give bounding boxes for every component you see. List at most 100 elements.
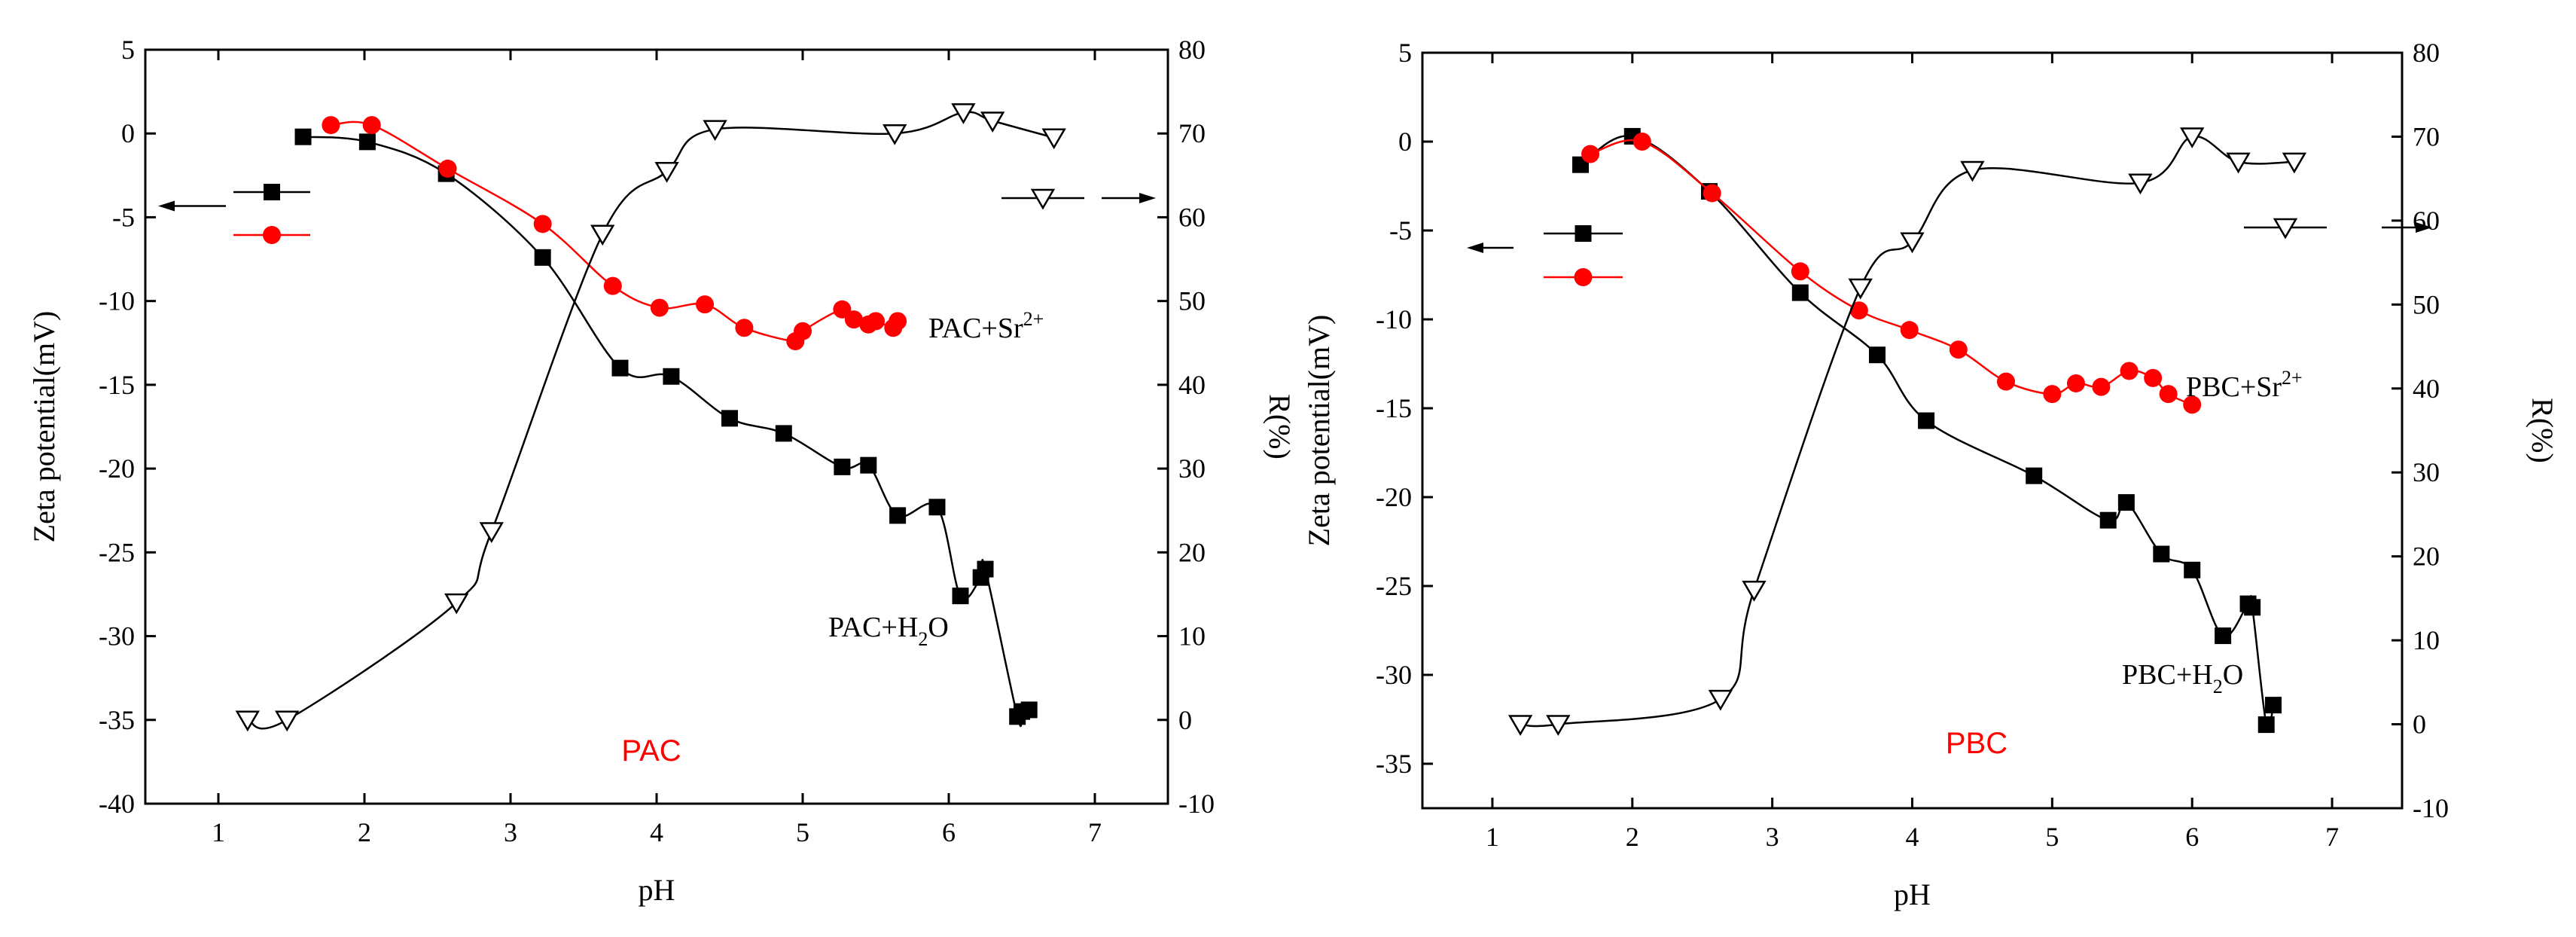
pac-point-circle — [533, 215, 552, 233]
pac-y-left-tick-label: -20 — [99, 453, 135, 484]
pac-point-circle — [867, 312, 885, 331]
pbc-point-triangle-down — [1848, 278, 1873, 300]
pbc-y-right-tick-label: 80 — [2413, 38, 2440, 68]
series-label-pbc-sr2-: PBC+Sr2+ — [2186, 367, 2303, 403]
pac-x-tick-label: 3 — [504, 817, 517, 847]
pbc-right-axis-arrow — [2382, 222, 2432, 233]
pac-legend-marker-circle — [263, 226, 281, 244]
pac-point-triangle-down — [980, 111, 1005, 133]
pac-x-tick-label: 1 — [212, 817, 225, 847]
pbc-curve-pbc-sr2- — [1590, 139, 2193, 406]
pac-series-pac-sr2- — [322, 116, 907, 351]
pac-legend — [158, 184, 1156, 244]
pbc-y-left-tick-label: -25 — [1376, 571, 1412, 601]
pac-point-square — [834, 458, 851, 475]
pbc-point-circle — [1900, 321, 1919, 340]
pbc-point-square — [2215, 627, 2232, 645]
pac-point-triangle-down — [883, 124, 907, 145]
pac-point-square — [534, 249, 551, 266]
pac-y-right-tick-label: -10 — [1178, 789, 1215, 819]
pac-point-circle — [322, 116, 340, 135]
pbc-point-circle — [1849, 301, 1868, 320]
pbc-series-pbc-sr2- — [1581, 133, 2202, 414]
pbc-legend-marker-square — [1575, 225, 1592, 242]
pbc-x-tick-label: 3 — [1766, 822, 1779, 852]
pbc-y-left-tick-label: -35 — [1376, 749, 1412, 779]
pac-x-tick-label: 4 — [650, 817, 663, 847]
pbc-point-triangle-down — [2128, 173, 2153, 195]
pbc-point-square — [1918, 412, 1935, 429]
pac-y-right-tick-label: 80 — [1178, 35, 1206, 65]
pbc-y-right-tick-label: 70 — [2413, 121, 2440, 151]
pbc-point-circle — [1703, 184, 1721, 203]
pbc-curve-r — [1520, 135, 2294, 728]
pbc-point-square — [2026, 467, 2043, 484]
pbc-point-square — [2244, 599, 2261, 616]
pac-y-right-tick-label: 20 — [1178, 537, 1206, 567]
pac-x-tick-label: 5 — [796, 817, 809, 847]
pbc-panel-label: PBC — [1946, 727, 2007, 760]
pbc-point-square — [2184, 561, 2201, 578]
pbc-y-left-tick-label: -20 — [1376, 482, 1412, 512]
pbc-point-circle — [1997, 372, 2016, 391]
pbc-point-circle — [2183, 395, 2202, 414]
pbc-point-triangle-down — [1960, 160, 1985, 182]
pac-point-square — [860, 456, 877, 474]
pac-x-axis-title: pH — [639, 873, 675, 907]
pac-point-square — [358, 133, 376, 151]
pac-y-left-axis-title: Zeta potential(mV) — [27, 311, 61, 543]
pbc-y-right-tick-label: -10 — [2413, 793, 2449, 823]
pbc-y-right-tick-label: 50 — [2413, 289, 2440, 319]
pbc-y-right-tick-label: 40 — [2413, 374, 2440, 404]
pbc-x-tick-label: 1 — [1486, 822, 1499, 852]
pac-point-square — [663, 368, 680, 385]
pbc-y-left-tick-label: 5 — [1398, 38, 1412, 68]
pac-left-axis-arrow — [158, 200, 226, 212]
pbc-point-circle — [2120, 362, 2139, 380]
pac-point-square — [775, 425, 792, 442]
pbc-y-left-tick-label: 0 — [1398, 127, 1412, 157]
pbc-y-left-tick-label: -15 — [1376, 393, 1412, 423]
pac-point-circle — [889, 312, 907, 331]
pbc-y-right-tick-label: 0 — [2413, 710, 2426, 740]
pbc-point-triangle-down — [1507, 715, 1533, 737]
pbc-plot-frame — [1421, 51, 2404, 810]
pbc-series-pbc-h2o — [1572, 127, 2282, 734]
pbc-point-triangle-down — [1708, 689, 1733, 711]
pac-y-left-tick-label: -5 — [112, 202, 135, 232]
pbc-y-left-tick-label: -5 — [1389, 215, 1412, 246]
series-label-pac-sr2-: PAC+Sr2+ — [928, 308, 1044, 344]
pac-point-circle — [603, 276, 622, 295]
pbc-point-square — [2099, 511, 2117, 529]
pac-point-triangle-down — [951, 103, 976, 124]
pac-point-square — [721, 410, 738, 427]
pac-y-right-tick-label: 30 — [1178, 453, 1206, 484]
pac-point-triangle-down — [703, 120, 727, 142]
pbc-y-right-tick-label: 30 — [2413, 457, 2440, 487]
pac-point-circle — [735, 319, 754, 337]
pbc-curve-pbc-h2o — [1580, 135, 2275, 731]
pac-point-square — [1020, 701, 1038, 719]
pbc-legend — [1467, 218, 2432, 286]
pbc-point-triangle-down — [1742, 580, 1767, 602]
pac-y-left-tick-label: 0 — [121, 118, 135, 148]
pac-y-right-tick-label: 50 — [1178, 286, 1206, 316]
pbc-point-triangle-down — [1900, 232, 1925, 254]
pbc-x-tick-label: 4 — [1906, 822, 1919, 852]
pbc-panel: 1 2 3 4 5 6 7 -35 -30 -25 -20 -15 -10 -5 0 5 -10 0 10 20 30 4… — [1302, 38, 2559, 911]
pac-y-left-tick-label: -25 — [99, 537, 135, 567]
pac-y-right-tick-label: 40 — [1178, 370, 1206, 400]
pbc-point-circle — [2066, 374, 2085, 392]
pac-x-tick-label: 2 — [358, 817, 371, 847]
pac-point-circle — [362, 116, 381, 135]
pac-y-left-tick-label: -30 — [99, 621, 135, 652]
pac-point-circle — [696, 295, 715, 314]
pac-right-axis-arrow — [1102, 193, 1156, 203]
pac-y-left-tick-label: -35 — [99, 705, 135, 735]
pac-point-circle — [438, 159, 457, 178]
pac-point-circle — [844, 310, 863, 329]
pac-point-triangle-down — [444, 593, 469, 615]
pac-y-right-axis-title: R(%) — [1263, 394, 1297, 459]
pbc-point-circle — [1949, 340, 1968, 359]
